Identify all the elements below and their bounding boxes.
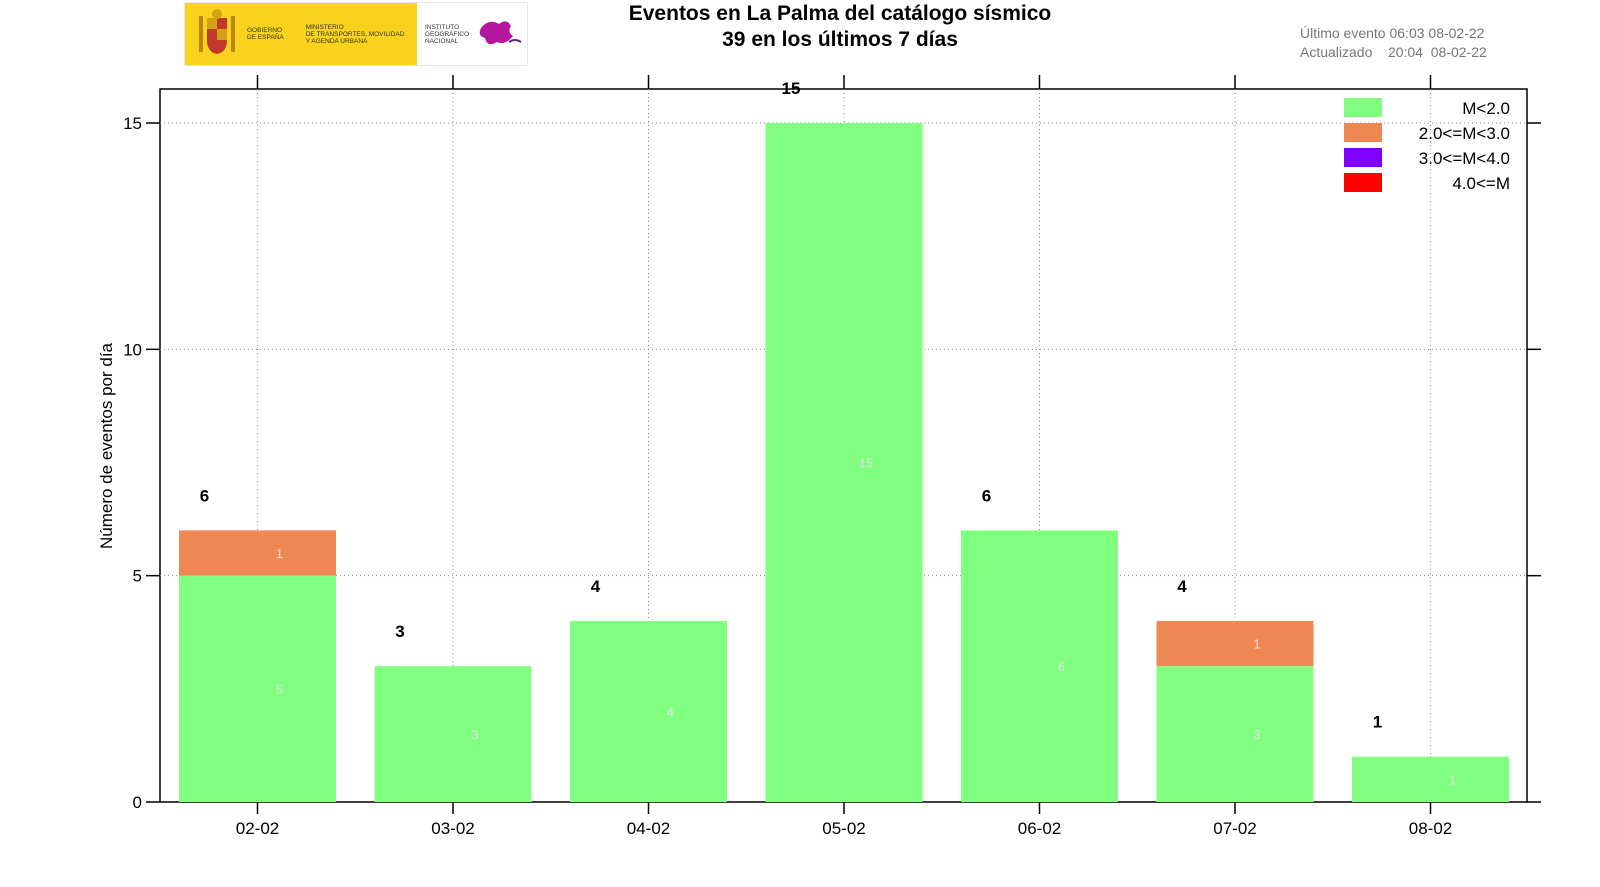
x-tick-label: 02-02 — [236, 819, 279, 838]
instituto-text: INSTITUTO GEOGRÁFICO NACIONAL — [424, 23, 469, 45]
x-tick-label: 03-02 — [431, 819, 474, 838]
segment-value-label: 5 — [276, 682, 283, 697]
ministerio-text: MINISTERIO DE TRANSPORTES, MOVILIDAD Y A… — [305, 23, 405, 45]
bar-segment — [179, 530, 336, 576]
x-tick-label: 06-02 — [1018, 819, 1061, 838]
gobierno-logo: GOBIERNO DE ESPAÑA MINISTERIO DE TRANSPO… — [185, 3, 417, 65]
bar-total-label: 15 — [782, 79, 801, 98]
bar-total-label: 1 — [1373, 713, 1382, 732]
chart-title: Eventos en La Palma del catálogo sísmico — [628, 2, 1052, 25]
ign-map-icon — [479, 21, 522, 45]
legend-swatch — [1344, 98, 1382, 117]
bar-segment — [1156, 620, 1314, 667]
bar-segment — [570, 620, 727, 802]
y-tick-label: 5 — [133, 567, 142, 586]
bar-total-label: 6 — [982, 486, 991, 505]
bar-total-label: 4 — [1177, 577, 1187, 596]
bar-segment — [1352, 756, 1509, 802]
legend-swatch — [1344, 173, 1382, 192]
gobierno-text: GOBIERNO DE ESPAÑA — [247, 27, 284, 41]
segment-value-label: 1 — [1253, 637, 1260, 652]
x-tick-label: 07-02 — [1213, 819, 1256, 838]
y-axis-label: Número de eventos por día — [97, 342, 116, 549]
bar-total-label: 6 — [200, 486, 209, 505]
last-event-timestamp: Último evento 06:03 08-02-22 — [1300, 25, 1485, 41]
segment-value-label: 3 — [471, 727, 478, 742]
bar-segment — [374, 666, 532, 802]
bar-segment — [1156, 666, 1314, 802]
y-tick-label: 15 — [123, 114, 142, 133]
bar-total-label: 3 — [395, 622, 404, 641]
x-tick-label: 04-02 — [627, 819, 670, 838]
legend-label: 3.0<=M<4.0 — [1419, 149, 1510, 168]
legend-label: 2.0<=M<3.0 — [1419, 124, 1510, 143]
legend-swatch — [1344, 148, 1382, 167]
y-tick-label: 10 — [123, 340, 142, 359]
segment-value-label: 6 — [1058, 659, 1065, 674]
x-tick-label: 05-02 — [822, 819, 865, 838]
coat-of-arms-icon — [199, 9, 235, 54]
bar-total-label: 4 — [591, 577, 601, 596]
instituto-logo: INSTITUTO GEOGRÁFICO NACIONAL — [416, 3, 527, 65]
segment-value-label: 1 — [276, 546, 283, 561]
y-tick-label: 0 — [133, 793, 142, 812]
legend-label: 4.0<=M — [1452, 174, 1510, 193]
segment-value-label: 1 — [1449, 772, 1456, 787]
x-tick-label: 08-02 — [1409, 819, 1452, 838]
chart-subtitle: 39 en los últimos 7 días — [722, 28, 958, 51]
bar-segment — [961, 530, 1118, 802]
segment-value-label: 15 — [859, 456, 873, 471]
bar-segment — [765, 123, 923, 802]
legend-swatch — [1344, 123, 1382, 142]
legend-label: M<2.0 — [1462, 99, 1510, 118]
segment-value-label: 3 — [1253, 727, 1260, 742]
institutional-logo: GOBIERNO DE ESPAÑA MINISTERIO DE TRANSPO… — [184, 2, 528, 66]
bar-segment — [179, 575, 336, 802]
segment-value-label: 4 — [667, 704, 674, 719]
updated-timestamp: Actualizado 20:04 08-02-22 — [1300, 44, 1487, 60]
